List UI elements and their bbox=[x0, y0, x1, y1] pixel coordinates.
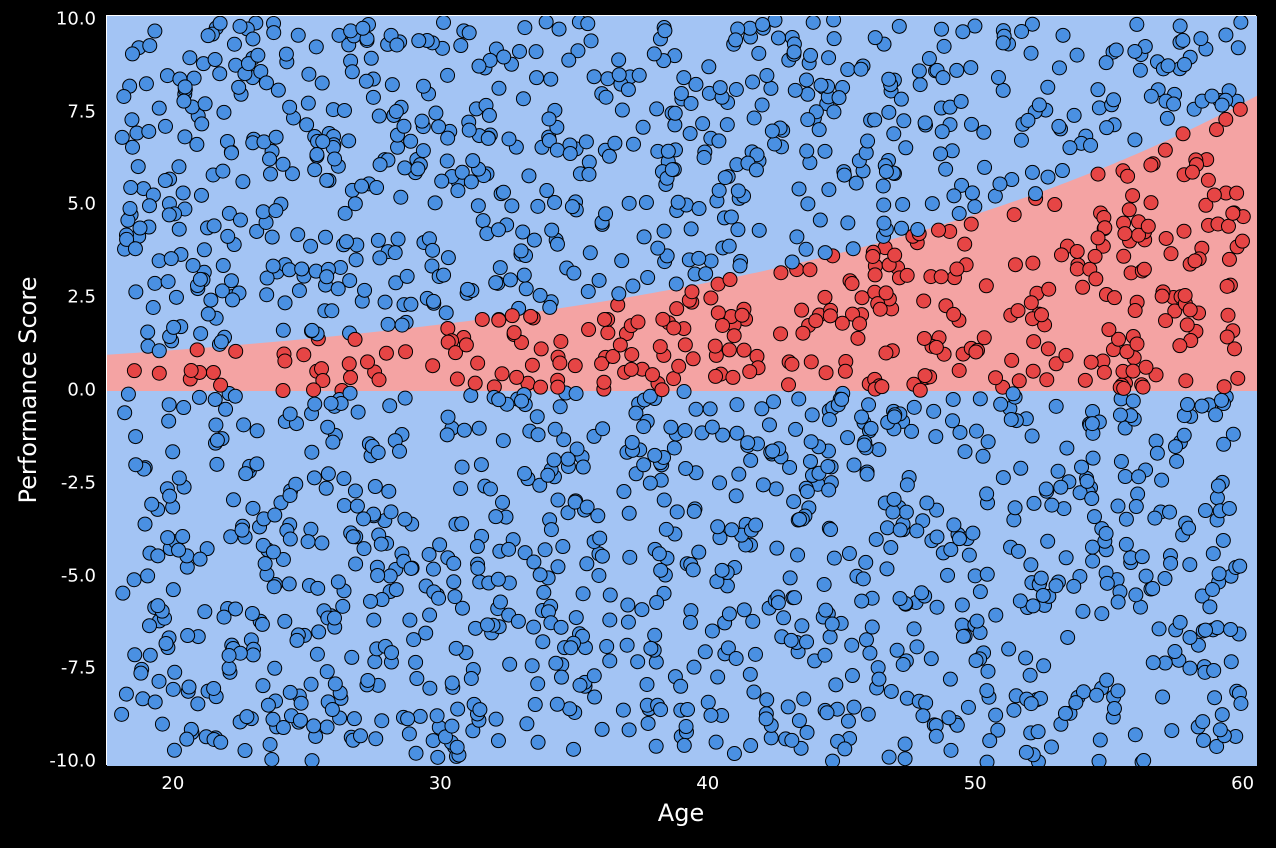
x-tick-label: 20 bbox=[161, 773, 184, 794]
y-tick-label: 5.0 bbox=[67, 194, 96, 215]
y-tick-label: 10.0 bbox=[56, 8, 96, 29]
y-tick-label: 2.5 bbox=[67, 287, 96, 308]
x-tick-label: 60 bbox=[1231, 773, 1254, 794]
y-tick-label: -5.0 bbox=[61, 565, 96, 586]
figure: Age Performance Score 20 30 40 50 60 -10.0 -7.… bbox=[0, 0, 1276, 848]
x-tick-label: 30 bbox=[429, 773, 452, 794]
scatter-plot bbox=[107, 16, 1257, 766]
y-tick-label: 7.5 bbox=[67, 101, 96, 122]
plot-axes bbox=[106, 15, 1256, 765]
x-tick-label: 50 bbox=[964, 773, 987, 794]
y-tick-label: -2.5 bbox=[61, 472, 96, 493]
y-axis-label: Performance Score bbox=[14, 277, 42, 504]
y-tick-label: 0.0 bbox=[67, 380, 96, 401]
y-tick-label: -7.5 bbox=[61, 658, 96, 679]
x-axis-label: Age bbox=[658, 799, 704, 827]
y-tick-label: -10.0 bbox=[49, 751, 96, 772]
x-tick-label: 40 bbox=[696, 773, 719, 794]
